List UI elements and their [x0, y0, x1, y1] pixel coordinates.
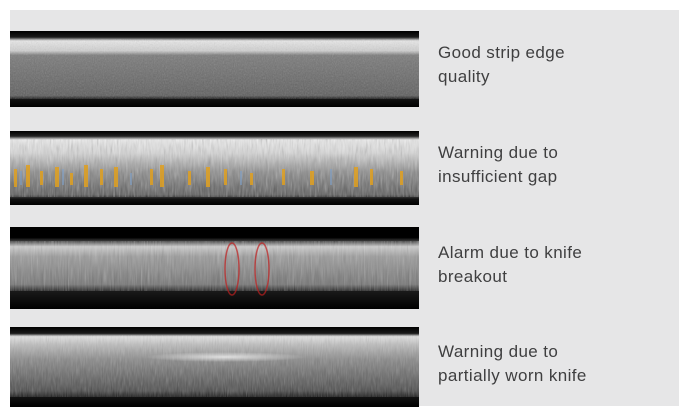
- quality-caption: Warning due to insufficient gap: [438, 141, 668, 189]
- quality-caption: Warning due to partially worn knife: [438, 340, 668, 388]
- caption-line-2: insufficient gap: [438, 167, 558, 186]
- strip-edge-worn-knife-image: [10, 327, 419, 407]
- quality-row-good: Good strip edge quality: [10, 10, 679, 109]
- quality-row-insufficient-gap: Warning due to insufficient gap: [10, 109, 679, 208]
- gap-highlight-marks: [14, 165, 403, 187]
- quality-caption: Good strip edge quality: [438, 41, 668, 89]
- caption-line-1: Alarm due to knife: [438, 243, 583, 262]
- strip-edge-good-image: [10, 31, 419, 107]
- strip-edge-quality-panel: Good strip edge quality: [10, 10, 679, 407]
- strip-edge-knife-breakout-image: [10, 227, 419, 309]
- caption-line-2: breakout: [438, 267, 508, 286]
- caption-line-1: Good strip edge: [438, 43, 565, 62]
- quality-caption: Alarm due to knife breakout: [438, 241, 668, 289]
- caption-line-1: Warning due to: [438, 342, 559, 361]
- caption-line-2: partially worn knife: [438, 366, 587, 385]
- caption-line-2: quality: [438, 67, 490, 86]
- strip-edge-gap-warning-image: [10, 131, 419, 205]
- breakout-highlight-marks: [224, 242, 270, 296]
- quality-row-worn-knife: Warning due to partially worn knife: [10, 307, 679, 407]
- caption-line-1: Warning due to: [438, 143, 559, 162]
- quality-row-knife-breakout: Alarm due to knife breakout: [10, 208, 679, 309]
